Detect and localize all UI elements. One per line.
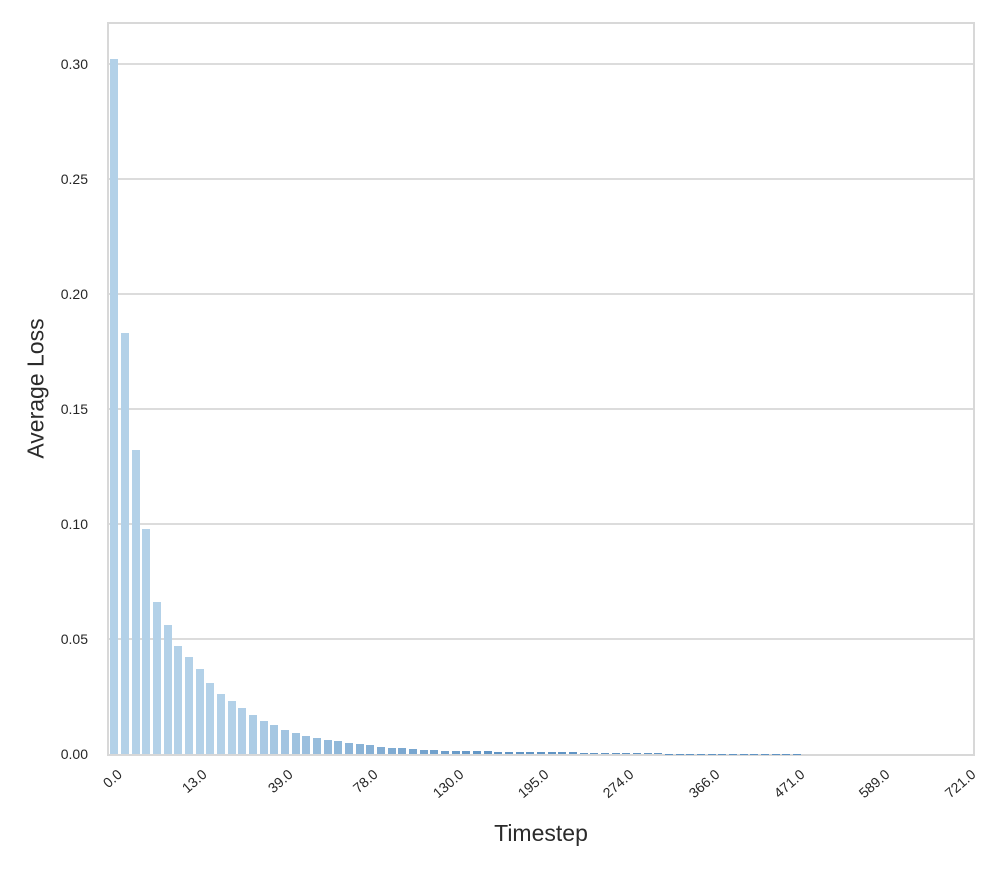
bar <box>142 528 151 754</box>
bar <box>643 753 652 754</box>
bar <box>366 745 375 754</box>
bar <box>622 753 631 754</box>
bar <box>515 751 524 754</box>
bar <box>121 332 129 754</box>
bar <box>249 714 257 754</box>
x-tick-label: 130.0 <box>429 766 467 802</box>
bar <box>611 753 620 754</box>
bar <box>323 739 332 754</box>
y-tick-label: 0.00 <box>60 746 88 762</box>
bar <box>579 752 588 754</box>
y-tick-label: 0.15 <box>60 400 88 417</box>
bar <box>526 751 535 754</box>
bar <box>547 752 556 754</box>
x-tick-label: 78.0 <box>349 766 381 796</box>
x-tick-label: 589.0 <box>855 766 893 802</box>
bar <box>483 751 492 754</box>
gridline <box>109 177 973 180</box>
bar <box>302 735 311 754</box>
bar <box>451 750 460 754</box>
x-tick-label: 0.0 <box>99 766 125 791</box>
bar <box>345 742 353 754</box>
x-tick-label: 13.0 <box>179 766 211 796</box>
bar <box>569 752 577 754</box>
bar <box>206 682 215 754</box>
gridline <box>109 62 973 65</box>
y-tick-label: 0.05 <box>60 630 88 647</box>
x-tick-label: 39.0 <box>264 766 296 796</box>
bar <box>163 625 172 754</box>
bar <box>505 751 513 754</box>
x-tick-label: 195.0 <box>514 766 552 802</box>
y-tick-label: 0.25 <box>60 170 88 187</box>
gridline <box>109 292 973 295</box>
bar <box>217 694 225 754</box>
bar <box>494 751 503 754</box>
gridline <box>109 522 973 525</box>
bar <box>195 668 204 754</box>
bar <box>185 657 193 754</box>
x-tick-label: 721.0 <box>941 766 979 802</box>
bar <box>387 747 396 754</box>
plot-area <box>107 22 975 756</box>
bar <box>153 602 161 754</box>
bar <box>281 729 289 754</box>
x-tick-label: 274.0 <box>599 766 637 802</box>
x-axis-label: Timestep <box>494 820 588 846</box>
bar <box>174 645 183 754</box>
bar <box>355 744 364 754</box>
bar <box>537 752 545 754</box>
bar <box>590 752 599 754</box>
x-tick-label: 366.0 <box>685 766 723 802</box>
bar <box>334 741 343 754</box>
bar <box>654 753 663 754</box>
bar <box>110 59 119 754</box>
bar <box>430 750 439 754</box>
bar <box>441 750 449 754</box>
bar <box>633 753 641 754</box>
gridline <box>109 407 973 410</box>
y-tick-label: 0.30 <box>60 55 88 72</box>
bar <box>270 725 279 754</box>
bar <box>313 737 321 754</box>
bar <box>473 751 481 754</box>
gridline <box>109 637 973 640</box>
bar <box>377 746 385 754</box>
bar <box>291 732 300 754</box>
bar <box>601 752 609 754</box>
y-tick-label: 0.20 <box>60 285 88 302</box>
y-tick-label: 0.10 <box>60 515 88 532</box>
bar <box>419 750 428 754</box>
bar <box>462 751 471 754</box>
bar <box>409 749 417 754</box>
bar <box>259 720 268 754</box>
x-tick-label: 471.0 <box>770 766 808 802</box>
bar <box>398 748 407 754</box>
y-axis-label: Average Loss <box>22 318 49 459</box>
bar <box>238 707 247 754</box>
bar <box>227 701 236 754</box>
bar <box>131 450 140 754</box>
bar <box>558 752 567 754</box>
